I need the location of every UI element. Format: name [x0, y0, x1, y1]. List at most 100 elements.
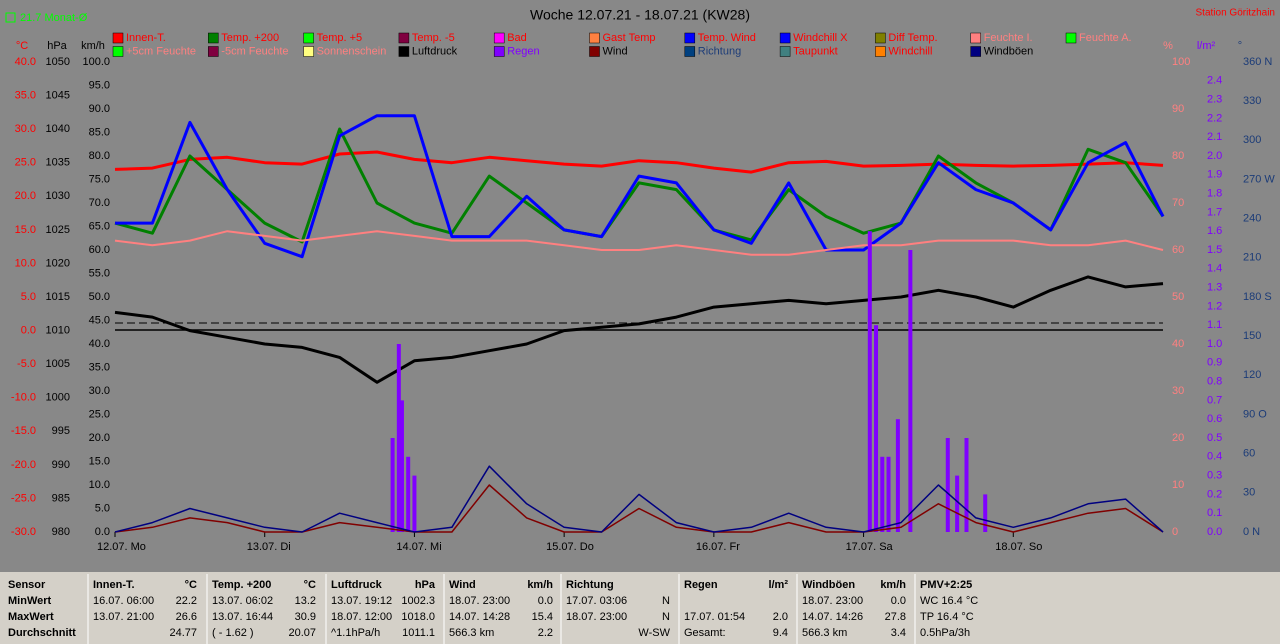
y-tick-label: 2.0 [1207, 150, 1222, 162]
legend-label: Temp. +5 [317, 32, 363, 44]
plot [114, 114, 1165, 533]
y-tick-label: 300 [1243, 134, 1261, 146]
rain-bar [880, 456, 885, 532]
series-line [115, 114, 1165, 259]
rain-bar [396, 344, 401, 532]
stats-value: N [662, 595, 670, 607]
legend-label: Temp. -5 [412, 32, 455, 44]
stats-value: 0.0 [538, 595, 553, 607]
rain-bar [867, 231, 872, 532]
stats-unit: km/h [880, 579, 906, 591]
legend-label: Richtung [698, 45, 741, 57]
stats-header: Richtung [566, 579, 614, 591]
y-tick-label: 0.3 [1207, 470, 1222, 482]
legend-swatch [208, 46, 219, 57]
y-tick-label: 1.3 [1207, 282, 1222, 294]
stats-cell: 13.07. 21:00 [93, 611, 154, 623]
y-tick-label: 0.5 [1207, 432, 1222, 444]
stats-value: 20.07 [288, 627, 316, 639]
y-tick-label: 70.0 [89, 197, 110, 209]
series-line [114, 230, 1164, 256]
y-tick-label: 0.4 [1207, 451, 1222, 463]
legend-swatch [589, 32, 600, 44]
stats-unit: km/h [527, 579, 553, 591]
y-tick-label: -15.0 [11, 425, 36, 437]
stats-cell: 16.07. 06:00 [93, 595, 154, 607]
y-tick-label: 95.0 [89, 79, 110, 91]
series-line [114, 127, 1165, 244]
legend-label: Diff Temp. [888, 32, 937, 44]
series-line [114, 465, 1164, 533]
legend-swatch [779, 32, 791, 44]
y-tick-label: 70 [1172, 197, 1184, 209]
axis-unit: °C [16, 40, 28, 52]
legend-swatch [970, 32, 981, 44]
y-tick-label: 210 [1243, 252, 1261, 264]
stats-header: PMV+2:25 [920, 579, 972, 591]
y-tick-label: 80.0 [89, 150, 110, 162]
y-tick-label: 990 [52, 459, 70, 471]
x-tick-label: 14.07. Mi [396, 541, 441, 553]
rain-bar [399, 400, 404, 532]
stats-value: 2.0 [773, 611, 788, 623]
y-tick-label: 0.0 [21, 324, 36, 336]
y-tick-label: 0.7 [1207, 394, 1222, 406]
stats-value: 26.6 [176, 611, 197, 623]
y-tick-label: 1025 [46, 224, 70, 236]
stats-row-label: MinWert [8, 595, 52, 607]
station: Station Göritzhain [1196, 8, 1276, 19]
y-tick-label: 60.0 [89, 244, 110, 256]
month-avg-icon [5, 12, 16, 23]
y-tick-label: 60 [1172, 244, 1184, 256]
stats-cell: ( - 1.62 ) [212, 627, 254, 639]
y-tick-label: 1010 [46, 324, 70, 336]
y-tick-label: 0.1 [1207, 507, 1222, 519]
y-tick-label: 40.0 [89, 338, 110, 350]
stats-cell: 0.5hPa/3h [920, 627, 970, 639]
rain-bar [945, 438, 950, 532]
legend-swatch [303, 46, 314, 57]
stats-value: W-SW [638, 627, 670, 639]
y-tick-label: 180 S [1243, 291, 1272, 303]
x-tick-label: 12.07. Mo [97, 541, 146, 553]
y-tick-label: 240 [1243, 213, 1261, 225]
y-tick-label: 60 [1243, 448, 1255, 460]
y-tick-label: 25.0 [15, 157, 36, 169]
y-tick-label: 985 [52, 492, 70, 504]
y-tick-label: 15.0 [15, 224, 36, 236]
legend-label: -5cm Feuchte [221, 45, 288, 57]
stats-header: Wind [449, 579, 476, 591]
y-tick-label: 90.0 [89, 103, 110, 115]
rain-bar [874, 325, 879, 532]
stats-value: 9.4 [773, 627, 788, 639]
y-tick-label: 20 [1172, 432, 1184, 444]
rain-bar [908, 250, 913, 532]
legend-swatch [684, 46, 696, 57]
legend-label: Feuchte A. [1079, 32, 1132, 44]
legend-label: Bad [507, 32, 527, 44]
y-tick-label: 0.6 [1207, 413, 1222, 425]
y-tick-label: 50 [1172, 291, 1184, 303]
chart-title: Woche 12.07.21 - 18.07.21 (KW28) [530, 7, 750, 23]
stats-row-label: Sensor [8, 579, 46, 591]
stats-value: 30.9 [295, 611, 316, 623]
legend-label: Windchill [888, 45, 932, 57]
rain-bar [895, 419, 900, 532]
legend-label: Wind [603, 45, 628, 57]
stats-cell: TP 16.4 °C [920, 611, 974, 623]
month-avg: 21.7 Monat-Ø [20, 12, 88, 24]
y-tick-label: 1040 [46, 123, 70, 135]
y-tick-label: 15.0 [89, 455, 110, 467]
stats-value: 15.4 [532, 611, 553, 623]
stats-header: Luftdruck [331, 579, 383, 591]
stats-cell: 18.07. 23:00 [449, 595, 510, 607]
axis-unit: % [1163, 40, 1173, 52]
stats-value: 24.77 [169, 627, 197, 639]
y-tick-label: 1.9 [1207, 169, 1222, 181]
y-tick-label: 1005 [46, 358, 70, 370]
y-tick-label: 2.1 [1207, 131, 1222, 143]
y-tick-label: 0.2 [1207, 488, 1222, 500]
legend-swatch [875, 32, 886, 44]
y-tick-label: 1035 [46, 157, 70, 169]
stats-cell: Gesamt: [684, 627, 726, 639]
